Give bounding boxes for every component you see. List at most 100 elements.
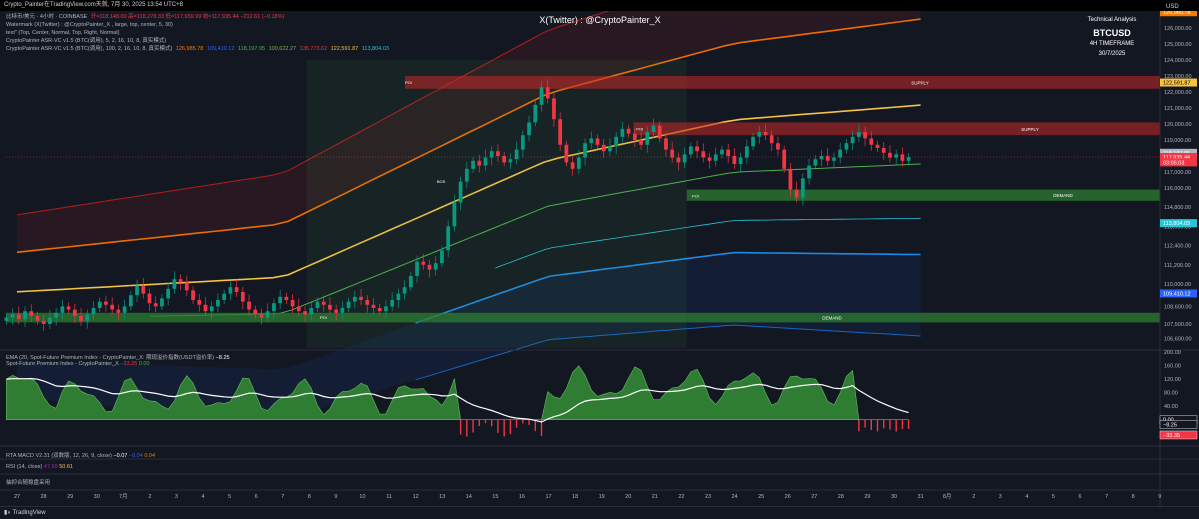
candle-body bbox=[197, 300, 202, 305]
sub-badge-text-2: −33.35 bbox=[1163, 433, 1180, 439]
asr-val-6: 122,591.87 bbox=[330, 46, 359, 52]
candle-body bbox=[228, 287, 233, 294]
candle-body bbox=[707, 157, 712, 161]
spot-tick: 160.00 bbox=[1164, 364, 1181, 370]
candle-body bbox=[35, 316, 40, 321]
candle-body bbox=[813, 159, 818, 166]
x-tick: 13 bbox=[439, 494, 445, 500]
symbol-label: 比特币/美元 · 4小时 · COINBASE bbox=[6, 14, 88, 20]
macd-text: RTA MACD V2.31 (双数版, 12, 26, 9, close) bbox=[6, 453, 112, 459]
price-badges: 126,985.78122,591.87118,197.95117,935.44… bbox=[1160, 8, 1197, 298]
candle-body bbox=[645, 132, 650, 145]
candle-body bbox=[365, 300, 370, 305]
candle-body bbox=[440, 250, 444, 264]
candle-body bbox=[863, 132, 867, 139]
small-label-3: BOS bbox=[437, 179, 446, 184]
candle-body bbox=[539, 87, 544, 105]
candle-body bbox=[856, 132, 861, 137]
candle-body bbox=[732, 156, 737, 164]
candle-body bbox=[284, 296, 289, 300]
candle-body bbox=[278, 296, 283, 304]
candle-body bbox=[222, 293, 227, 300]
x-tick: 7 bbox=[1105, 494, 1108, 500]
candle-body bbox=[122, 306, 127, 313]
brand-label: TradingView bbox=[12, 510, 46, 516]
small-label-0: POI bbox=[405, 80, 412, 85]
asr-val-7: 113,804.03 bbox=[361, 46, 389, 52]
candle-body bbox=[328, 304, 332, 310]
upper-band-outer bbox=[16, 0, 645, 216]
candle-body bbox=[234, 287, 239, 292]
candle-body bbox=[819, 156, 824, 160]
candle-body bbox=[800, 178, 805, 198]
candle-body bbox=[48, 317, 52, 324]
candle-body bbox=[776, 143, 780, 150]
candle-body bbox=[850, 136, 855, 144]
candle-body bbox=[359, 296, 363, 300]
candle-body bbox=[608, 146, 612, 152]
candle-body bbox=[614, 136, 619, 147]
legend-line-3: text" (Top, Center, Normal, Top, Right, … bbox=[6, 30, 120, 36]
candle-body bbox=[527, 122, 531, 136]
currency-label: USD bbox=[1166, 4, 1179, 10]
price-badge-text-3: 117,935.44 bbox=[1163, 155, 1190, 161]
x-tick: 20 bbox=[625, 494, 631, 500]
x-tick: 6 bbox=[1079, 494, 1082, 500]
x-tick: 5 bbox=[228, 494, 231, 500]
candle-body bbox=[900, 154, 905, 161]
candle-body bbox=[713, 154, 718, 161]
candle-body bbox=[881, 148, 886, 153]
candle-body bbox=[682, 154, 687, 163]
candle-body bbox=[421, 261, 426, 265]
candle-body bbox=[97, 301, 102, 308]
spi-label: Spot-Future Premium Index - CryptoPainte… bbox=[6, 361, 119, 367]
price-badge-5 bbox=[1160, 219, 1197, 228]
candle-body bbox=[340, 308, 345, 313]
price-tick: 122,000.00 bbox=[1164, 90, 1192, 96]
x-tick: 6 bbox=[255, 494, 258, 500]
candle-body bbox=[253, 309, 258, 315]
candle-body bbox=[128, 295, 133, 307]
x-tick: 3 bbox=[175, 494, 178, 500]
candle-body bbox=[664, 138, 668, 150]
lower-band-outer bbox=[415, 324, 921, 381]
candle-body bbox=[72, 309, 77, 316]
candle-body bbox=[4, 317, 9, 321]
candle-body bbox=[726, 149, 731, 156]
zone-0 bbox=[405, 76, 1160, 89]
candle-body bbox=[116, 309, 121, 313]
candle-body bbox=[496, 151, 500, 156]
topbar-text: Crypto_Painter在TradingView.com天就, 7月 30,… bbox=[4, 2, 183, 8]
candle-body bbox=[477, 160, 482, 166]
zone-label-3: DEMAND bbox=[822, 316, 842, 321]
macd-label: RTA MACD V2.31 (双数版, 12, 26, 9, close) −… bbox=[6, 451, 155, 459]
x-tick: 9 bbox=[1158, 494, 1161, 500]
candle-body bbox=[415, 261, 419, 276]
legend-line-4: CryptoPainter ASR-VC v1.5 (BTC(调用), 5, 2… bbox=[6, 38, 167, 44]
candle-body bbox=[869, 138, 874, 145]
x-tick: 26 bbox=[785, 494, 791, 500]
candle-body bbox=[583, 143, 587, 158]
candle-body bbox=[769, 135, 774, 144]
price-tick: 119,000.00 bbox=[1164, 138, 1191, 144]
x-tick: 28 bbox=[41, 494, 47, 500]
x-tick: 24 bbox=[731, 494, 737, 500]
candle-body bbox=[738, 157, 743, 164]
green-region bbox=[306, 60, 687, 348]
price-tick: 111,200.00 bbox=[1164, 263, 1191, 269]
candle-body bbox=[670, 149, 675, 158]
x-tick: 29 bbox=[864, 494, 870, 500]
lower-band-fill bbox=[17, 252, 921, 420]
price-tick: 121,000.00 bbox=[1164, 106, 1192, 112]
x-tick: 4 bbox=[1025, 494, 1028, 500]
x-tick: 23 bbox=[705, 494, 711, 500]
candle-body bbox=[352, 296, 357, 302]
zone-1 bbox=[633, 122, 1160, 136]
candle-body bbox=[838, 149, 843, 158]
price-axis: 126,000.00 125,000.00 124,000.00 123,000.00… bbox=[1159, 0, 1199, 506]
price-badge-text-5: 113,804.03 bbox=[1163, 221, 1190, 227]
time-axis: 27 28 29 30 7月 2 3 4 5 6 7 8 9 10 11 12 13 14 15 16 17 18 19 20… bbox=[0, 445, 1199, 500]
price-badge-4 bbox=[1160, 158, 1197, 167]
spot-legend-2: Spot-Future Premium Index - CryptoPainte… bbox=[6, 361, 150, 367]
